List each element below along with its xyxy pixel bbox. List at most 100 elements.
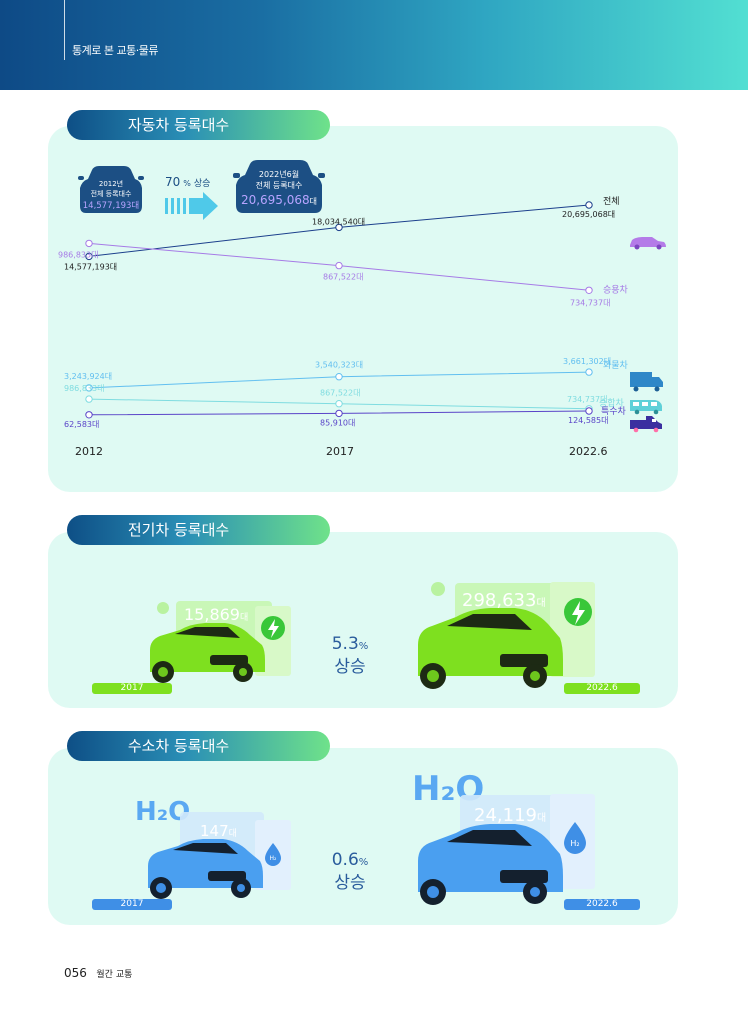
car-grille — [500, 654, 548, 667]
data-label: 734,737대 — [570, 298, 610, 307]
mirror-icon — [78, 176, 84, 180]
page-number: 056 — [64, 966, 87, 980]
badge-2012-line1: 2012년 — [99, 179, 123, 188]
ev-year-right: 2022.6 — [564, 683, 640, 694]
data-label: 20,695,068대 — [562, 210, 615, 219]
car-grille — [500, 870, 548, 883]
h2-left-count: 147대 — [200, 822, 237, 840]
h2-year-left: 2017 — [92, 899, 172, 910]
h2-tab: 수소차 등록대수 — [67, 731, 330, 761]
data-point — [585, 201, 593, 209]
data-label: 867,522대 — [323, 273, 363, 282]
series-name-label: 화물차 — [603, 359, 629, 371]
data-point — [585, 368, 593, 376]
mirror-icon — [138, 176, 144, 180]
sedan-icon — [630, 237, 666, 250]
h2-car-large — [418, 824, 563, 905]
data-point — [335, 400, 343, 408]
arrow-right-icon — [189, 192, 218, 220]
data-label: 986,833대 — [58, 250, 98, 259]
h2-car-small — [148, 839, 263, 899]
car-window — [175, 627, 240, 638]
arrow-stripe — [171, 198, 174, 214]
h2-right-count: 24,119대 — [474, 805, 546, 826]
data-point — [585, 407, 593, 415]
badge-2022-line1: 2022년6월 — [259, 169, 299, 179]
series-name-label: 승합차 — [599, 397, 625, 409]
h2-growth: 0.6% 상승 — [331, 850, 369, 893]
data-point — [85, 252, 93, 261]
data-label: 3,540,323대 — [315, 361, 363, 370]
lightning-icon — [268, 619, 279, 638]
ev-year-left: 2017 — [92, 683, 172, 694]
page-header: 통계로 본 교통·물류 — [0, 0, 748, 90]
x-tick-label: 2017 — [326, 445, 354, 458]
ev-right-count: 298,633대 — [462, 590, 546, 611]
mirror-icon — [233, 173, 240, 178]
x-tick-label: 2022.6 — [569, 445, 608, 458]
data-point — [585, 286, 593, 294]
badge-2022-value: 20,695,068대 — [241, 193, 317, 207]
arrow-stripe — [183, 198, 186, 214]
ev-car-small — [150, 623, 265, 683]
growth-value: 70% 상승 — [165, 175, 210, 189]
series-name-label: 승용차 — [603, 283, 629, 295]
badge-2012-line2: 전체 등록대수 — [91, 189, 132, 198]
car-grille — [208, 871, 246, 881]
series-name-label: 전체 — [603, 196, 620, 207]
data-point — [85, 395, 93, 403]
decor-dot — [431, 582, 445, 596]
car-window — [447, 830, 532, 846]
publication-name: 월간 교통 — [96, 970, 133, 980]
data-label: 986,833대 — [64, 384, 104, 393]
car-icon — [80, 166, 142, 213]
data-point — [85, 411, 93, 419]
car-window — [173, 843, 238, 854]
chart-series-layer: 14,577,193대 18,034,540대 20,695,068대 전체 986,8… — [58, 196, 629, 429]
data-point — [85, 384, 93, 392]
data-label: 124,585대 — [568, 416, 608, 425]
data-point — [85, 239, 93, 248]
ev-tab: 전기차 등록대수 — [67, 515, 330, 545]
ev-car-large — [418, 608, 563, 689]
page-footer: 056 월간 교통 — [64, 966, 132, 980]
data-point — [335, 223, 343, 232]
data-label: 3,661,302대 — [563, 357, 611, 366]
van-icon — [630, 400, 662, 415]
section-title: 통계로 본 교통·물류 — [72, 44, 158, 57]
x-tick-label: 2012 — [75, 445, 103, 458]
h2-pump-label: H₂ — [570, 839, 579, 848]
ev-growth: 5.3% 상승 — [331, 634, 369, 677]
growth-indicator: 70% 상승 — [165, 175, 218, 220]
droplet-icon — [265, 843, 281, 866]
car-grille — [210, 655, 248, 665]
h2-pump-label: H₂ — [270, 855, 278, 862]
arrow-stripe — [165, 198, 168, 214]
car-icon — [236, 160, 322, 213]
badge-2022-line2: 전체 등록대수 — [256, 180, 303, 190]
badge-2012-value: 14,577,193대 — [83, 201, 140, 211]
mirror-icon — [318, 173, 325, 178]
data-point — [335, 373, 343, 381]
data-label: 85,910대 — [320, 418, 355, 427]
series-name-label: 특수차 — [601, 405, 627, 417]
data-label: 734,737대 — [567, 395, 607, 404]
droplet-icon — [564, 822, 586, 854]
badge-2022: 2022년6월 전체 등록대수 20,695,068대 — [233, 160, 325, 213]
truck-icon — [630, 372, 663, 392]
h2-year-right: 2022.6 — [564, 899, 640, 910]
arrow-stripe — [177, 198, 180, 214]
decor-dot — [157, 602, 169, 614]
header-divider — [64, 0, 65, 60]
data-label: 62,583대 — [64, 420, 99, 429]
data-point — [335, 409, 343, 418]
lightning-icon — [572, 601, 585, 625]
vehicle-panel — [48, 126, 678, 492]
car-window — [447, 614, 532, 630]
badge-2012: 2012년 전체 등록대수 14,577,193대 — [78, 166, 144, 213]
data-point — [335, 261, 343, 270]
data-label: 3,243,924대 — [64, 372, 112, 381]
